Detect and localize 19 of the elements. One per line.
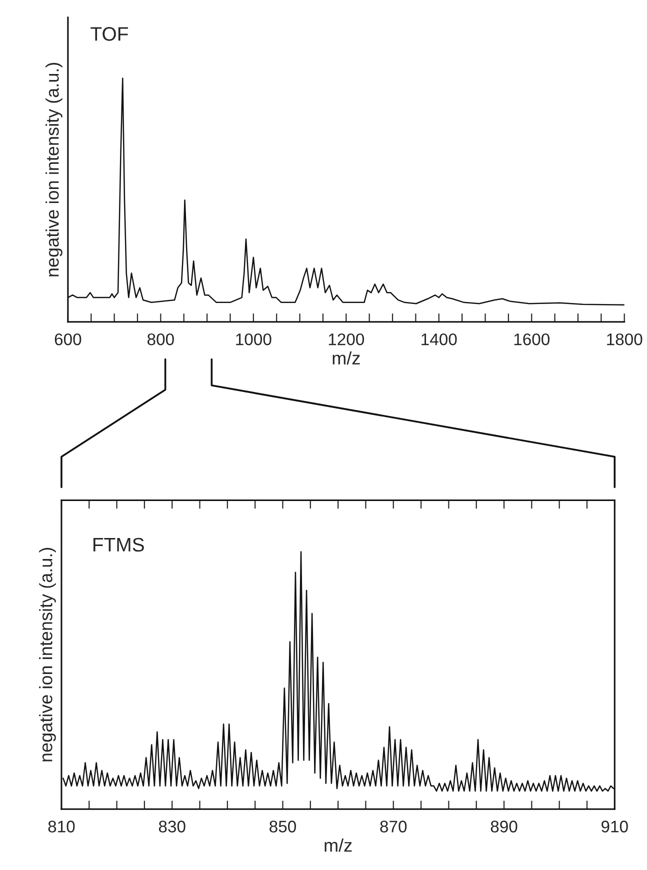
x-tick-label: 910 bbox=[602, 820, 628, 832]
x-tick-label: 810 bbox=[48, 820, 75, 832]
chart-title: FTMS bbox=[93, 538, 144, 552]
y-axis-title: negative ion intensity (a.u.) bbox=[39, 548, 56, 762]
y-axis-title: negative ion intensity (a.u.) bbox=[46, 62, 62, 276]
x-axis-title: m/z bbox=[332, 351, 360, 365]
x-tick-label: 830 bbox=[158, 820, 186, 832]
chart-title: TOF bbox=[90, 27, 128, 41]
x-tick-label: 600 bbox=[54, 333, 82, 346]
x-tick-label: 1400 bbox=[422, 333, 457, 346]
x-tick-label: 850 bbox=[270, 820, 296, 832]
x-axis-title: m/z bbox=[324, 838, 352, 852]
x-tick-label: 1000 bbox=[236, 333, 272, 346]
x-tick-label: 870 bbox=[380, 820, 407, 832]
x-tick-label: 800 bbox=[147, 333, 174, 346]
x-tick-label: 890 bbox=[490, 820, 518, 832]
x-tick-label: 1600 bbox=[514, 333, 550, 346]
x-tick-label: 1800 bbox=[607, 333, 642, 346]
x-tick-label: 1200 bbox=[328, 333, 364, 346]
